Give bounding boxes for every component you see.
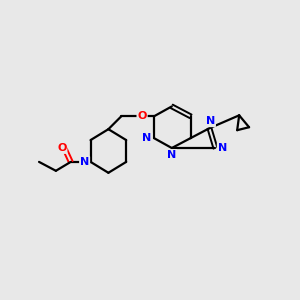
- Text: N: N: [206, 116, 215, 126]
- Text: N: N: [80, 157, 89, 167]
- Text: O: O: [137, 111, 147, 121]
- Text: N: N: [167, 150, 176, 160]
- Text: O: O: [57, 143, 67, 153]
- Text: N: N: [142, 133, 152, 143]
- Text: N: N: [218, 143, 227, 153]
